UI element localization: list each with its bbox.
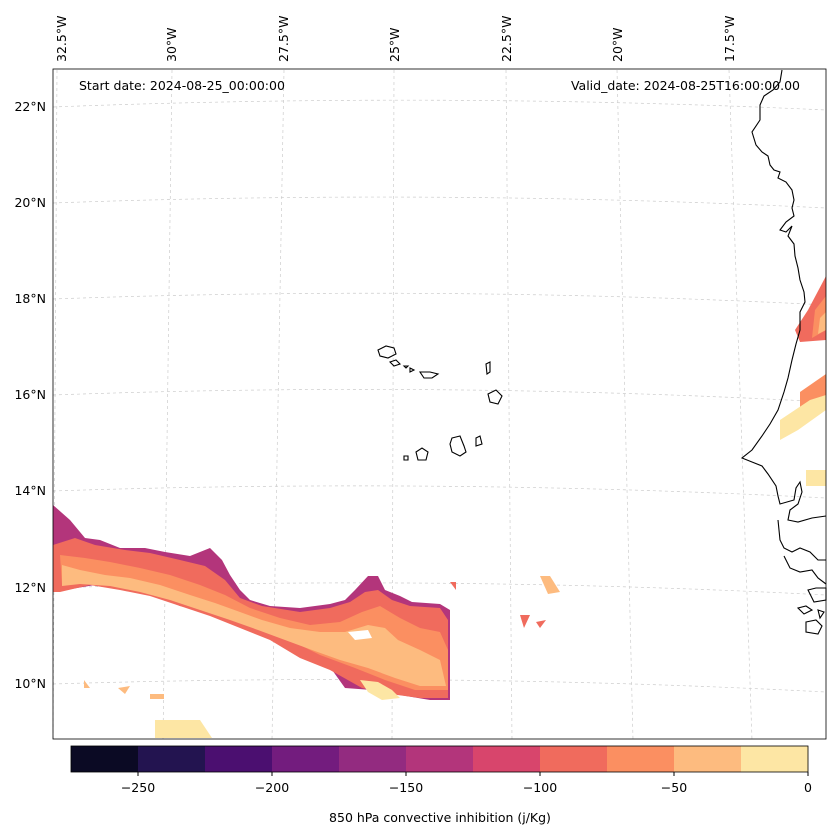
cin-band-yellow — [62, 565, 446, 686]
start-date-label: Start date: 2024-08-25_00:00:00 — [79, 78, 285, 93]
lon-label: 32.5°W — [54, 16, 69, 62]
colorbar-tick-label: −50 — [661, 780, 687, 795]
lon-label: 27.5°W — [276, 16, 291, 62]
colorbar — [70, 745, 809, 773]
boa-vista — [487, 389, 503, 405]
santo-antao — [377, 345, 397, 359]
colorbar-segment — [272, 746, 340, 772]
latitude-labels: 22°N 20°N 18°N 16°N 14°N 12°N 10°N — [14, 99, 46, 691]
cin-band-light — [360, 680, 400, 700]
colorbar-segment — [473, 746, 541, 772]
cin-contours — [53, 276, 826, 738]
lon-label: 30°W — [164, 27, 179, 62]
colorbar-segment — [205, 746, 273, 772]
colorbar-border — [70, 745, 809, 773]
colorbar-segment — [406, 746, 474, 772]
colorbar-segment — [339, 746, 407, 772]
santiago — [449, 435, 467, 457]
longitude-labels: 32.5°W 30°W 27.5°W 25°W 22.5°W 20°W 17.5… — [54, 16, 737, 62]
colorbar-tick-label: 0 — [804, 780, 812, 795]
cin-patch-white — [348, 630, 372, 640]
lat-label: 18°N — [14, 291, 46, 306]
sal — [485, 361, 491, 375]
africa-coast — [740, 69, 827, 523]
sao-nicolau — [418, 371, 440, 379]
coastlines — [377, 69, 827, 635]
colorbar-tick-label: −250 — [121, 780, 155, 795]
colorbar-ticks: −250 −200 −150 −100 −50 0 — [121, 772, 812, 795]
maio — [475, 435, 483, 447]
lat-label: 16°N — [14, 387, 46, 402]
brava — [403, 455, 409, 461]
colorbar-segment — [138, 746, 206, 772]
lon-label: 25°W — [387, 27, 402, 62]
map-frame — [52, 68, 827, 740]
lat-label: 12°N — [14, 580, 46, 595]
fogo — [415, 447, 429, 461]
lat-label: 14°N — [14, 483, 46, 498]
colorbar-tick-label: −200 — [255, 780, 289, 795]
lat-label: 20°N — [14, 195, 46, 210]
colorbar-segment — [71, 746, 139, 772]
colorbar-segment — [540, 746, 608, 772]
lat-label: 10°N — [14, 676, 46, 691]
valid-date-label: Valid_date: 2024-08-25T16:00:00.00 — [571, 78, 800, 93]
colorbar-segment — [674, 746, 742, 772]
colorbar-segment — [741, 746, 809, 772]
colorbar-label: 850 hPa convective inhibition (j/Kg) — [329, 810, 551, 825]
lon-label: 20°W — [610, 27, 625, 62]
lon-label: 17.5°W — [722, 16, 737, 62]
colorbar-segment — [607, 746, 675, 772]
lat-label: 22°N — [14, 99, 46, 114]
colorbar-tick-label: −150 — [389, 780, 423, 795]
sao-vicente — [388, 359, 402, 367]
lon-label: 22.5°W — [499, 16, 514, 62]
colorbar-tick-label: −100 — [523, 780, 557, 795]
